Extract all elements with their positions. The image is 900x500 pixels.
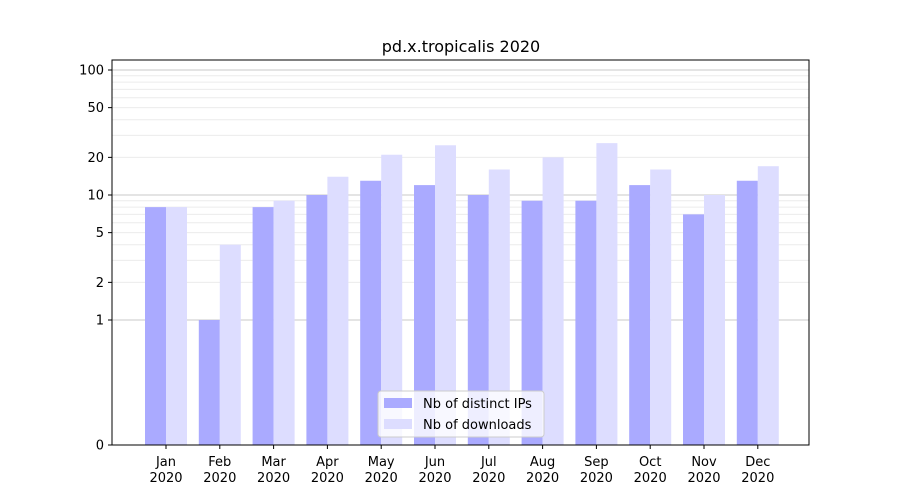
- x-tick-label: Oct 2020: [634, 455, 667, 486]
- legend-swatch: [384, 419, 412, 429]
- x-tick-label: Aug 2020: [526, 455, 559, 486]
- x-tick-label: Feb 2020: [203, 455, 236, 486]
- bar-downloads-10: [704, 195, 725, 445]
- legend-swatch: [384, 398, 412, 408]
- y-axis: 0 1 2 5 10 20 50 100: [79, 64, 112, 454]
- bar-downloads-7: [542, 157, 564, 445]
- bar-distinct-ips-5: [414, 185, 435, 445]
- y-tick-label: 20: [87, 151, 104, 166]
- bar-distinct-ips-3: [306, 195, 328, 445]
- bar-distinct-ips-9: [629, 185, 651, 445]
- plot-frame: [111, 59, 810, 446]
- x-tick-label: Jul 2020: [472, 455, 505, 486]
- x-tick-label: Nov 2020: [687, 455, 720, 486]
- bar-distinct-ips-1: [198, 320, 220, 445]
- bar-downloads-6: [488, 169, 510, 446]
- y-tick-label: 0: [96, 439, 104, 454]
- bar-downloads-0: [166, 207, 187, 445]
- legend-label: Nb of downloads: [423, 418, 532, 433]
- x-tick-label: May 2020: [365, 455, 398, 486]
- y-tick-label: 2: [96, 276, 104, 291]
- chart-title: pd.x.tropicalis 2020: [382, 37, 540, 56]
- x-tick-label: Mar 2020: [257, 455, 290, 486]
- x-axis: Jan 2020 Feb 2020 Mar 2020 Apr 2020 May 2020 Jun 20…: [149, 445, 774, 486]
- legend-box: [377, 390, 545, 438]
- y-tick-label: 10: [87, 189, 104, 204]
- y-tick-label: 50: [87, 101, 104, 116]
- bar-downloads-2: [273, 200, 295, 445]
- bar-downloads-8: [596, 143, 618, 445]
- x-tick-label: Jun 2020: [418, 455, 451, 486]
- x-tick-label: Jan 2020: [149, 455, 182, 486]
- x-tick-label: Sep 2020: [580, 455, 613, 486]
- bar-downloads-9: [650, 169, 672, 446]
- bar-distinct-ips-0: [145, 207, 166, 445]
- bar-downloads-1: [219, 244, 241, 445]
- legend: Nb of distinct IPs Nb of downloads: [377, 390, 545, 438]
- legend-label: Nb of distinct IPs: [423, 397, 532, 412]
- bar-distinct-ips-6: [467, 195, 489, 445]
- bar-downloads-5: [435, 145, 456, 445]
- bar-downloads-3: [327, 176, 349, 445]
- bar-distinct-ips-11: [736, 180, 758, 445]
- bar-downloads-11: [757, 166, 779, 445]
- bar-distinct-ips-4: [360, 180, 382, 445]
- y-tick-label: 1: [96, 314, 104, 329]
- x-tick-label: Dec 2020: [741, 455, 774, 486]
- bar-distinct-ips-10: [683, 214, 704, 445]
- bar-distinct-ips-7: [521, 200, 543, 445]
- bar-downloads-4: [381, 154, 403, 445]
- y-tick-label: 100: [79, 64, 104, 79]
- x-tick-label: Apr 2020: [311, 455, 344, 486]
- bars-layer: [145, 143, 779, 446]
- y-tick-label: 5: [96, 226, 104, 241]
- grid-layer: [112, 69, 809, 321]
- bar-distinct-ips-8: [575, 200, 597, 445]
- bar-distinct-ips-2: [252, 207, 274, 445]
